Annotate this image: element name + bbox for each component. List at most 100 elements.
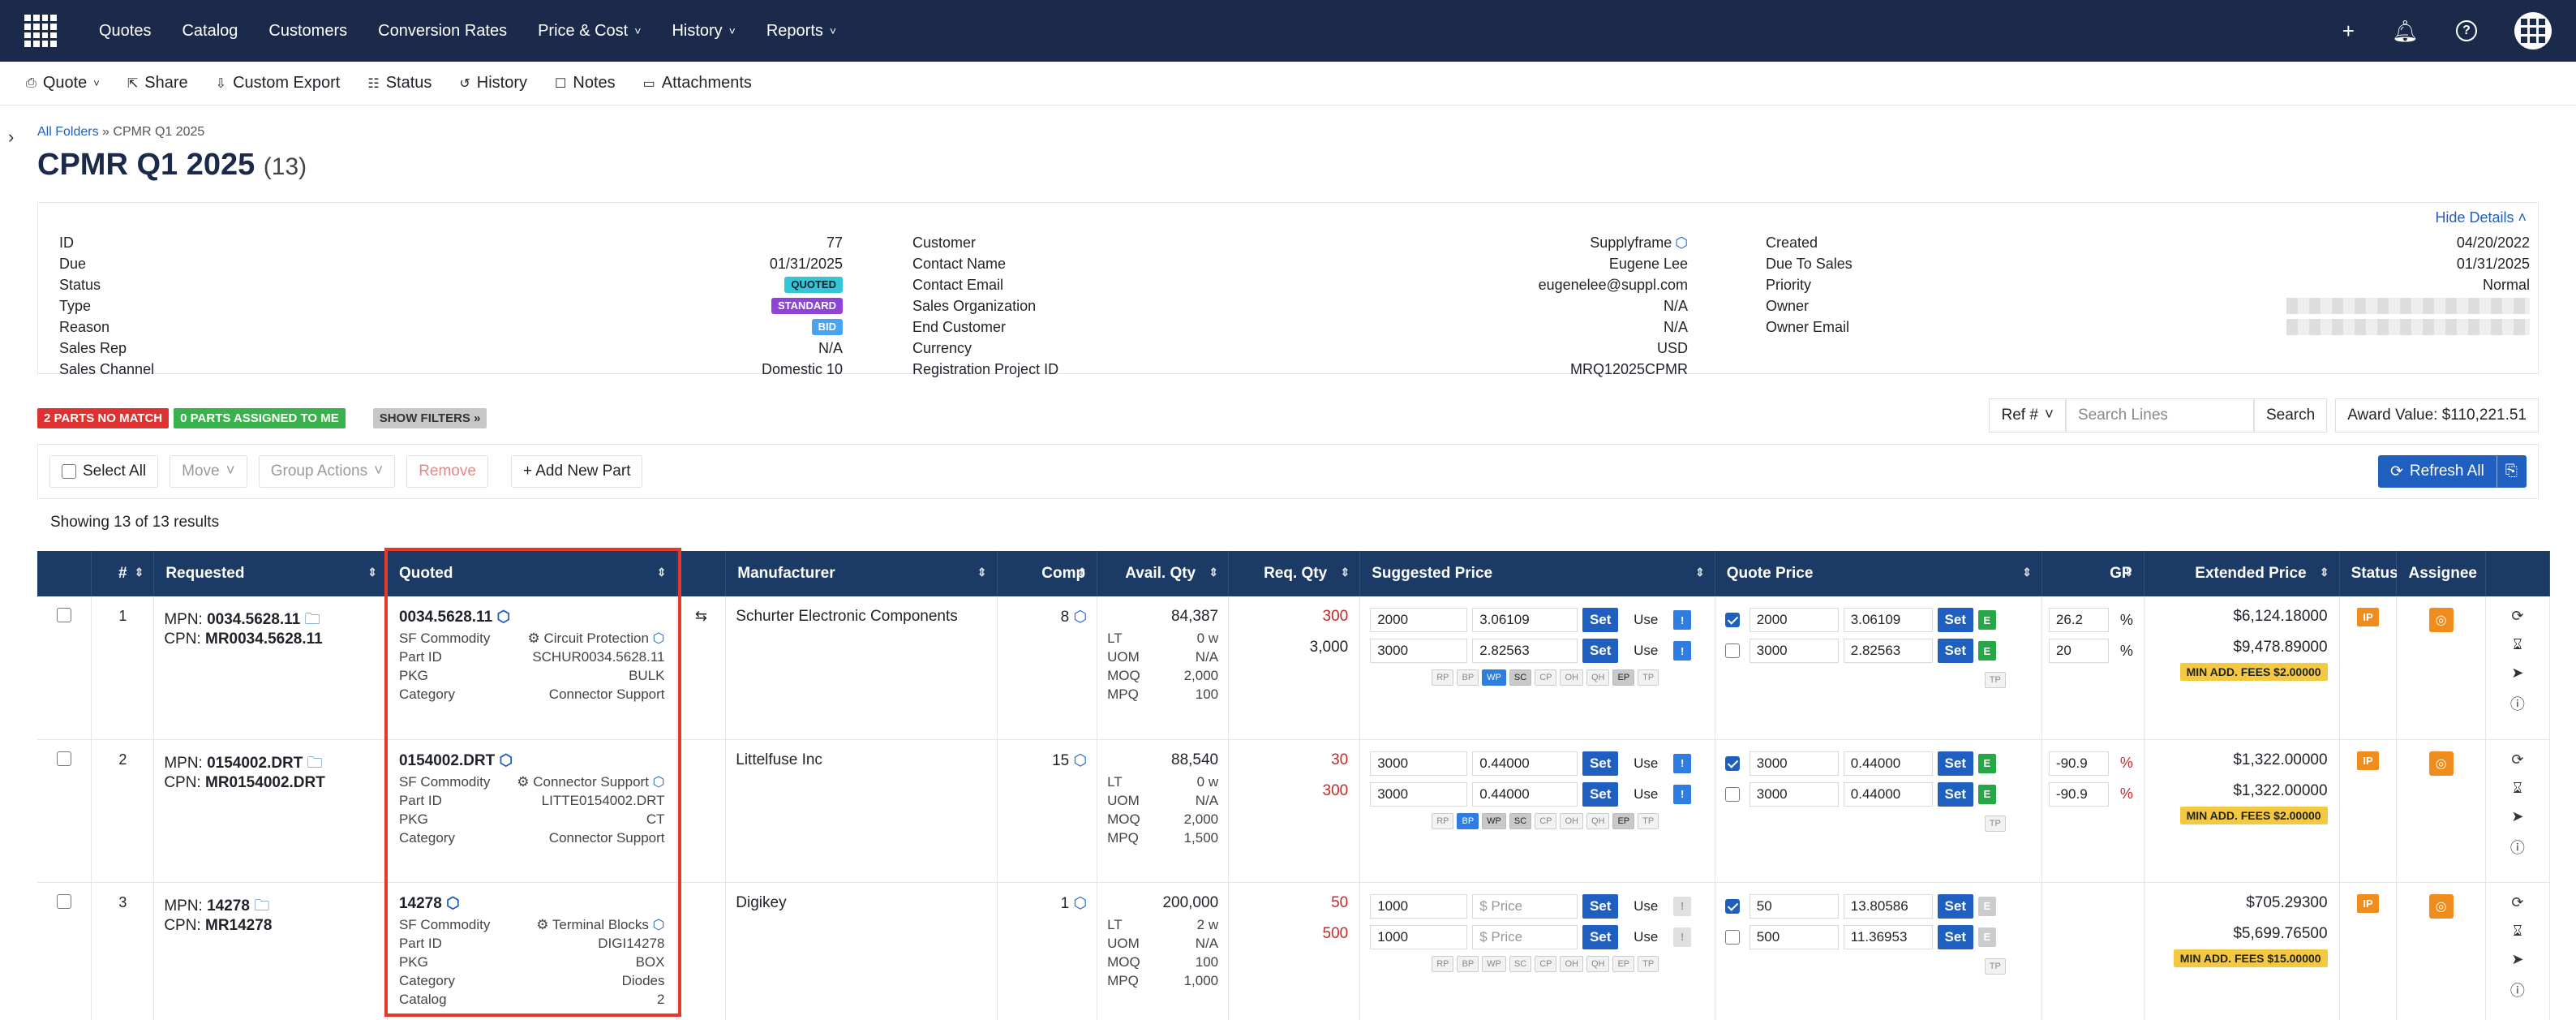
price-source-chip[interactable]: QH [1586,812,1610,829]
sort-icon[interactable]: ⇕ [1209,566,1219,579]
sort-icon[interactable]: ⇕ [2319,566,2329,579]
price-source-chip[interactable]: WP [1482,812,1506,829]
status-badge[interactable]: IP [2357,751,2379,770]
select-all[interactable]: Select All [49,455,159,488]
toolbar-status[interactable]: ☷ Status [367,74,432,92]
suggested-qty-input[interactable]: 3000 [1370,781,1468,807]
quoted-part[interactable]: 0034.5628.11 [398,609,493,626]
quoted-part[interactable]: 14278 [398,894,442,912]
price-source-chip[interactable]: OH [1560,812,1583,829]
price-source-chip[interactable]: EP [1612,812,1635,829]
assigned-tag[interactable]: 0 PARTS ASSIGNED TO ME [174,407,346,428]
bell-icon[interactable]: 🔔︎ [2391,18,2419,43]
tp-chip[interactable]: TP [1984,672,2006,688]
price-source-chip[interactable]: WP [1482,955,1506,972]
sort-icon[interactable]: ⇕ [1077,566,1088,579]
move-dropdown[interactable]: Move ˅ [170,455,247,488]
set-button[interactable]: Set [1937,781,1973,807]
folder-icon[interactable]: 🗀︎ [254,897,270,915]
no-match-tag[interactable]: 2 PARTS NO MATCH [37,407,170,428]
use-button[interactable]: Use [1634,897,1659,914]
suggested-price-input[interactable]: 0.44000 [1472,751,1578,776]
sort-icon[interactable]: ⇕ [2123,566,2134,579]
suggested-price-input[interactable]: 0.44000 [1472,781,1578,807]
price-alert-icon[interactable]: ! [1673,784,1692,804]
nav-reports[interactable]: Reports ˅ [766,21,837,40]
sort-icon[interactable]: ⇕ [134,566,144,579]
help-icon[interactable]: ? [2456,20,2477,41]
nav-price-cost[interactable]: Price & Cost ˅ [538,21,642,40]
price-source-chip[interactable]: TP [1638,669,1659,686]
set-button[interactable]: Set [1937,639,1973,663]
sort-icon[interactable]: ⇕ [2022,566,2032,579]
col-header[interactable]: Manufacturer ⇕ [725,551,998,596]
expand-sidebar-icon[interactable]: › [8,127,15,147]
tp-chip[interactable]: TP [1984,815,2006,832]
e-toggle[interactable]: E [1977,784,1996,804]
send-icon[interactable]: ➤ [2511,807,2524,824]
price-source-chip[interactable]: RP [1432,955,1454,972]
quote-price-input[interactable]: 11.36953 [1843,924,1933,949]
price-source-chip[interactable]: QH [1586,955,1610,972]
price-alert-icon[interactable]: ! [1673,896,1692,916]
gp-input[interactable]: -90.9 [2048,781,2109,807]
quote-price-input[interactable]: 0.44000 [1843,781,1933,807]
col-header[interactable]: Req. Qty ⇕ [1228,551,1361,596]
info-icon[interactable]: ⓘ [2509,982,2525,999]
suggested-price-input[interactable]: 3.06109 [1472,608,1578,632]
sort-icon[interactable]: ⇕ [656,566,667,579]
col-header[interactable]: Quote Price ⇕ [1715,551,2042,596]
price-source-chip[interactable]: EP [1612,955,1635,972]
compare-icon[interactable]: ⇆ [694,608,707,624]
price-source-chip[interactable]: SC [1509,812,1532,829]
app-logo-icon[interactable] [24,15,57,47]
comp-count[interactable]: 1 [1060,894,1070,912]
set-button[interactable]: Set [1582,781,1619,807]
hide-details-link[interactable]: Hide Details ˄ [2435,209,2527,226]
col-header[interactable]: Quoted ⇕ [387,551,677,596]
gp-input[interactable]: -90.9 [2048,751,2109,776]
price-alert-icon[interactable]: ! [1673,927,1692,947]
select-all-checkbox[interactable] [62,464,76,479]
e-toggle[interactable]: E [1977,927,1996,947]
col-header[interactable]: # ⇕ [91,551,155,596]
toolbar-quote[interactable]: ⎙ Quote ˅ [26,74,100,92]
suggested-qty-input[interactable]: 1000 [1370,924,1468,949]
e-toggle[interactable]: E [1977,896,1996,916]
quote-qty-input[interactable]: 3000 [1749,751,1839,776]
use-button[interactable]: Use [1634,643,1659,658]
price-alert-icon[interactable]: ! [1673,641,1692,661]
nav-catalog[interactable]: Catalog [182,21,238,40]
history-icon[interactable]: ⌛︎ [2513,636,2522,652]
remove-button[interactable]: Remove [406,455,488,488]
suggested-price-input[interactable]: $ Price [1472,924,1578,949]
refresh-line-icon[interactable]: ⟳ [2511,893,2524,910]
gp-input[interactable]: 26.2 [2048,608,2109,632]
col-header[interactable]: Avail. Qty ⇕ [1097,551,1230,596]
tp-chip[interactable]: TP [1984,958,2006,975]
sort-icon[interactable]: ⇕ [977,566,987,579]
suggested-price-input[interactable]: $ Price [1472,893,1578,919]
history-icon[interactable]: ⌛︎ [2513,922,2522,939]
price-alert-icon[interactable]: ! [1673,753,1692,773]
price-source-chip[interactable]: BP [1457,955,1479,972]
folder-icon[interactable]: 🗀︎ [307,754,323,772]
suggested-qty-input[interactable]: 1000 [1370,893,1468,919]
suggested-qty-input[interactable]: 2000 [1370,608,1468,632]
set-button[interactable]: Set [1937,751,1973,776]
row-checkbox[interactable] [57,751,72,766]
set-button[interactable]: Set [1582,893,1619,919]
gp-input[interactable] [2049,894,2109,919]
price-source-chip[interactable]: BP [1457,669,1479,686]
gp-input[interactable]: 20 [2048,639,2109,663]
plus-icon[interactable]: + [2342,18,2355,43]
price-source-chip[interactable]: OH [1560,669,1583,686]
sort-icon[interactable]: ⇕ [367,566,377,579]
nav-customers[interactable]: Customers [268,21,348,40]
status-badge[interactable]: IP [2357,893,2379,913]
toolbar-attachments[interactable]: ▭ Attachments [642,74,752,92]
quote-price-input[interactable]: 3.06109 [1843,608,1933,632]
gp-input[interactable] [2049,925,2109,949]
suggested-qty-input[interactable]: 3000 [1370,751,1468,776]
refresh-line-icon[interactable]: ⟳ [2511,608,2524,624]
